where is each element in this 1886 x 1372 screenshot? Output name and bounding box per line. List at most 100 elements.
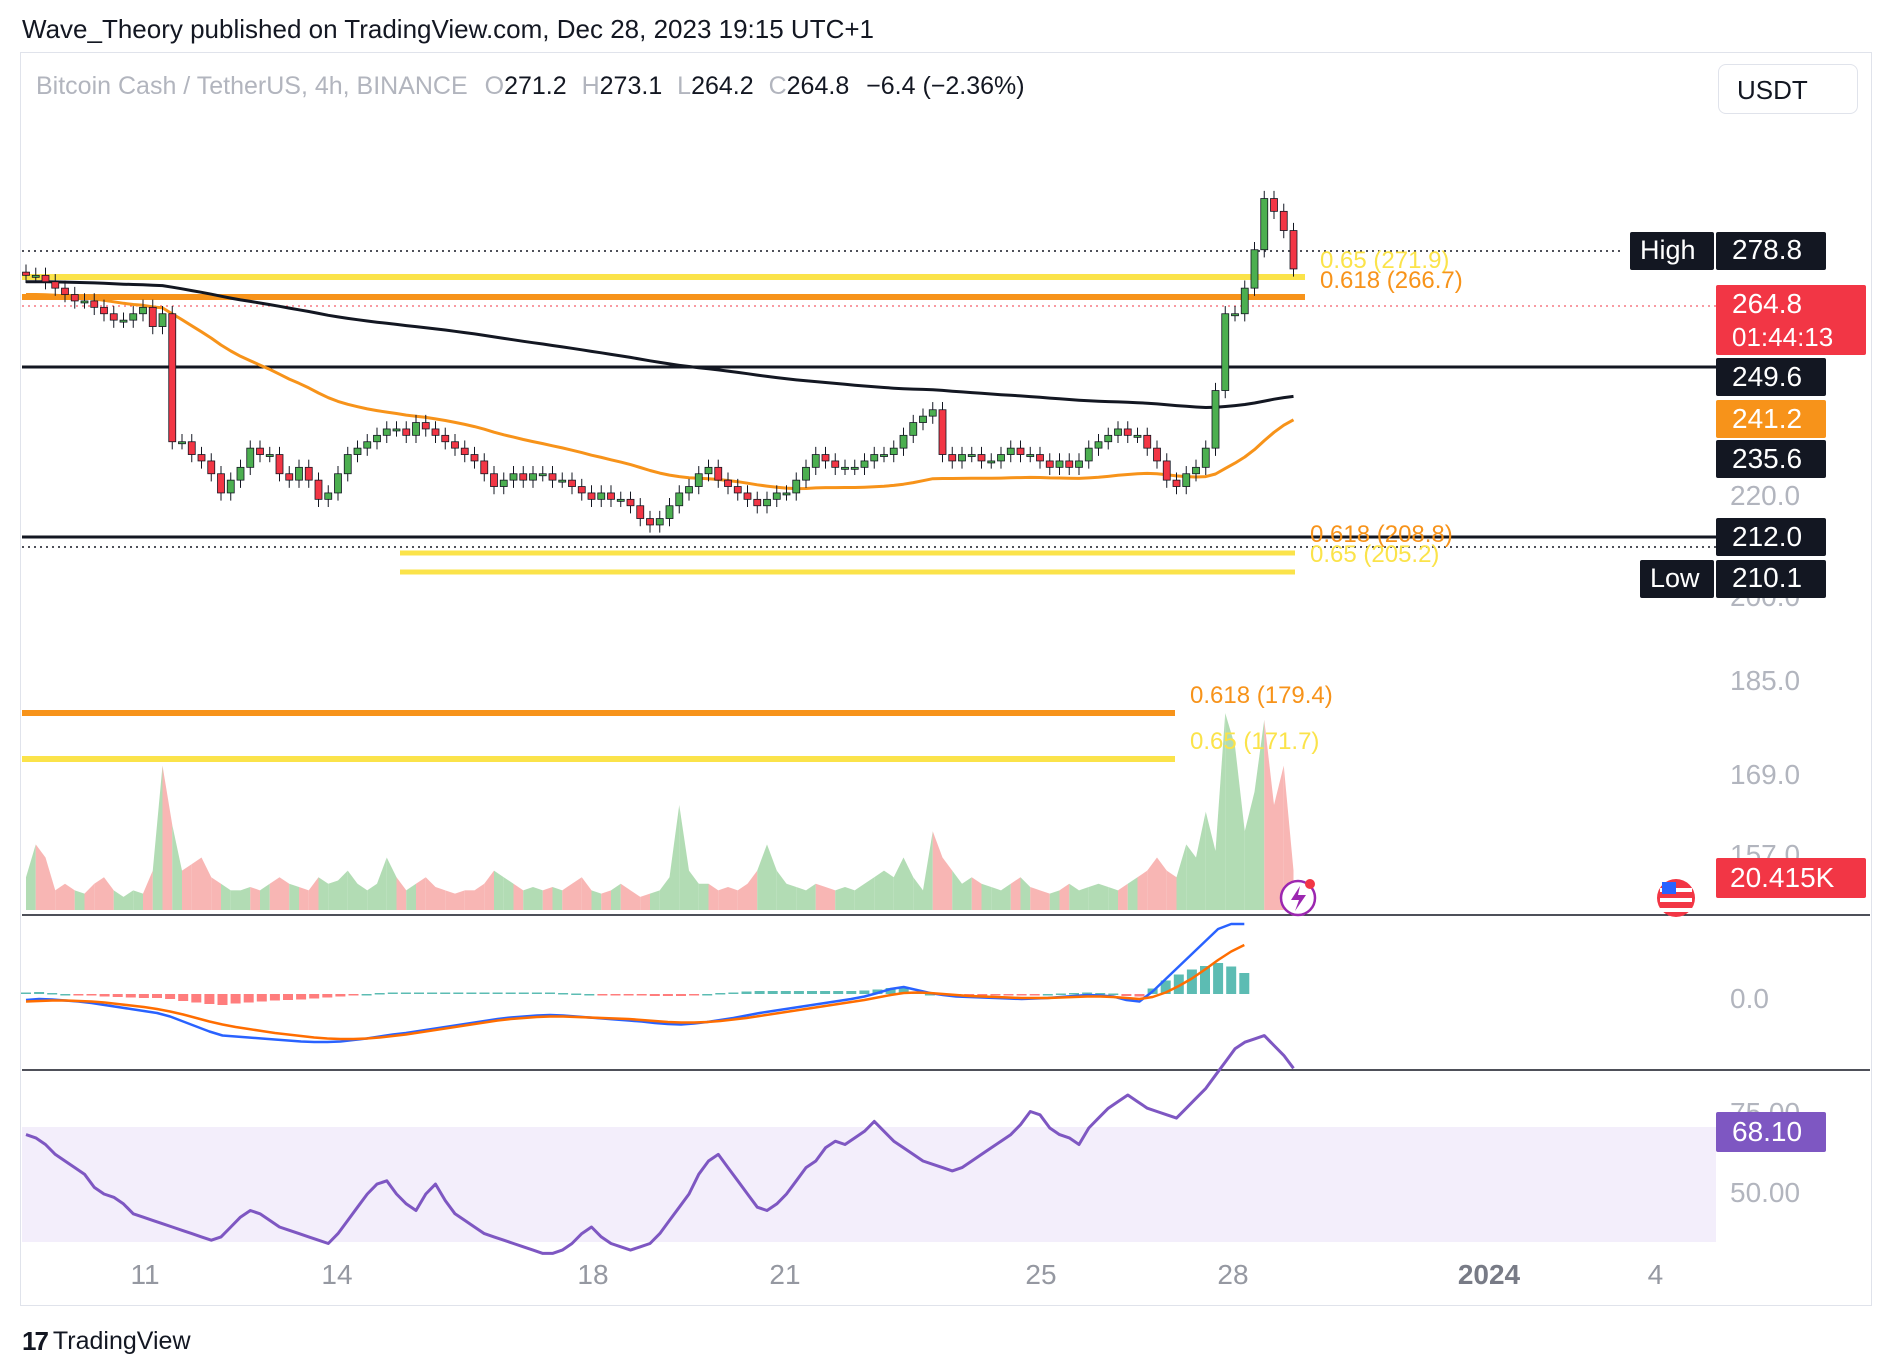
- volume-area: [1186, 844, 1196, 910]
- macd-histogram-bar: [767, 991, 778, 994]
- volume-area: [406, 883, 416, 910]
- volume-area: [1040, 890, 1050, 910]
- volume-area: [1254, 719, 1265, 910]
- candle-body: [392, 428, 401, 432]
- candle-body: [1182, 473, 1191, 487]
- candle-body: [655, 518, 664, 526]
- low-value: 264.2: [691, 72, 754, 100]
- candle-body: [1201, 447, 1210, 468]
- macd-histogram-bar: [558, 993, 569, 995]
- open-label: O: [484, 72, 505, 100]
- volume-area: [1166, 870, 1177, 910]
- macd-histogram-bar: [1173, 974, 1184, 994]
- macd-histogram-bar: [1016, 994, 1027, 996]
- candle-body: [70, 294, 79, 302]
- candle-body: [402, 428, 411, 436]
- candle-body: [451, 441, 459, 449]
- volume-area: [893, 857, 904, 910]
- macd-histogram-bar: [833, 991, 844, 994]
- macd-histogram-bar: [1239, 973, 1250, 994]
- volume-area: [611, 883, 621, 910]
- volume-area: [386, 857, 397, 910]
- candle-body: [538, 473, 547, 477]
- volume-area: [1079, 887, 1089, 910]
- symbol-title[interactable]: Bitcoin Cash / TetherUS, 4h, BINANCE: [36, 72, 468, 100]
- macd-histogram-bar: [453, 992, 464, 994]
- high-value: 273.1: [599, 72, 663, 100]
- fib-label: 0.65 (271.9): [1320, 247, 1449, 274]
- close-label: C: [768, 72, 787, 100]
- macd-line: [25, 922, 1245, 1044]
- ema-short-line: [26, 293, 1295, 491]
- volume-area: [698, 883, 709, 910]
- candle-body: [587, 492, 596, 500]
- candle-body: [1270, 198, 1278, 212]
- macd-histogram-bar: [1108, 993, 1119, 995]
- candle-body: [1016, 447, 1025, 455]
- candle-body: [343, 454, 352, 475]
- candle-body: [577, 486, 586, 494]
- volume-area: [523, 887, 533, 910]
- candle-body: [139, 306, 147, 315]
- candle-body: [948, 454, 957, 462]
- volume-area: [591, 890, 602, 910]
- volume-area: [962, 877, 972, 910]
- low-price-box: [1716, 560, 1826, 598]
- fib-label: 0.618 (208.8): [1310, 521, 1453, 548]
- candle-body: [685, 486, 693, 494]
- candle-body: [733, 486, 742, 494]
- candle-body: [967, 454, 976, 457]
- volume-area: [601, 890, 611, 910]
- volume-area: [396, 877, 407, 910]
- volume-area: [182, 864, 192, 910]
- volume-area: [728, 887, 738, 910]
- volume-area: [240, 887, 251, 910]
- macd-histogram-bar: [1213, 963, 1224, 994]
- rsi-band: [22, 1127, 1716, 1242]
- volume-area: [971, 877, 982, 910]
- footer-brand: 17 TradingView: [22, 1326, 191, 1357]
- macd-histogram-bar: [440, 992, 451, 994]
- volume-area: [884, 870, 894, 910]
- macd-histogram-bar: [689, 994, 700, 996]
- candle-body: [353, 447, 362, 455]
- macd-histogram-bar: [112, 994, 123, 997]
- signal-line: [25, 943, 1245, 1041]
- volume-area: [435, 887, 446, 910]
- ema-long-price: 235.6: [1732, 443, 1802, 474]
- volume-area: [718, 887, 728, 910]
- candle-body: [217, 473, 225, 494]
- volume-area: [708, 883, 719, 910]
- candle-body: [997, 454, 1005, 462]
- candle-body: [743, 492, 752, 500]
- high-label: H: [581, 72, 600, 100]
- volume-area: [786, 883, 797, 910]
- candle-body: [909, 422, 918, 436]
- macd-histogram-bar: [138, 994, 149, 998]
- volume-area: [1274, 765, 1284, 910]
- candle-body: [831, 460, 840, 468]
- fib-label: 0.65 (171.7): [1190, 728, 1319, 755]
- candle-body: [509, 473, 518, 481]
- low-label-box: [1640, 560, 1714, 598]
- candle-body: [548, 473, 557, 481]
- volume-area: [55, 883, 65, 910]
- candle-body: [236, 466, 245, 481]
- candle-body: [772, 492, 781, 500]
- candle-body: [265, 454, 274, 457]
- macd-histogram-bar: [885, 988, 896, 994]
- macd-histogram-bar: [623, 994, 634, 996]
- volume-area: [94, 877, 104, 910]
- macd-histogram-bar: [545, 992, 555, 994]
- macd-histogram-bar: [1082, 992, 1093, 994]
- volume-area: [474, 883, 485, 910]
- macd-histogram-bar: [1186, 969, 1197, 994]
- support-price-box: [1716, 518, 1826, 556]
- ema-short-price-box: [1716, 400, 1826, 438]
- candle-body: [568, 479, 576, 487]
- volume-area: [923, 831, 933, 910]
- volume-area: [464, 890, 475, 910]
- currency-button[interactable]: USDT: [1718, 64, 1858, 114]
- volume-area: [513, 883, 524, 910]
- volume-area: [620, 883, 631, 910]
